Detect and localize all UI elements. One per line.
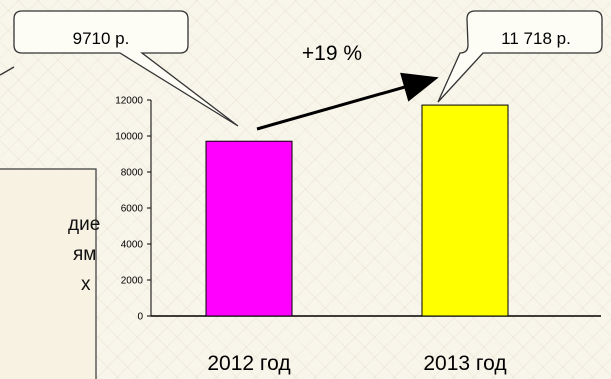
left-box-text-line-2: ям	[73, 244, 97, 265]
y-tick-label: 10000	[115, 132, 143, 143]
callout-2013	[437, 10, 603, 103]
left-callout-tail	[0, 66, 15, 76]
y-tick-label: 12000	[115, 96, 143, 107]
callout-2012	[13, 10, 239, 127]
callout-2012-label: 9710 р.	[73, 29, 130, 48]
x-labels: 2012 год 2013 год	[207, 352, 506, 375]
y-tick-label: 8000	[121, 168, 144, 179]
bars	[205, 104, 509, 317]
callout-2013-label: 11 718 р.	[501, 29, 571, 48]
y-tick-label: 6000	[121, 204, 144, 215]
left-box-text-line-1: дие	[68, 214, 101, 235]
left-text-box	[0, 168, 97, 379]
y-tick-label: 4000	[121, 240, 144, 251]
left-box-text-line-3: х	[81, 274, 91, 295]
growth-arrow	[256, 72, 439, 131]
x-category-label: 2013 год	[423, 352, 506, 375]
y-tick-label: 0	[137, 312, 143, 323]
x-category-label: 2012 год	[207, 352, 290, 375]
bar-1	[205, 140, 293, 317]
y-ticks: 0 2000 4000 6000 8000 10000 12000	[115, 96, 151, 323]
y-tick-label: 2000	[121, 276, 144, 287]
growth-percent-label: +19 %	[302, 42, 362, 65]
bar-2	[421, 104, 509, 317]
